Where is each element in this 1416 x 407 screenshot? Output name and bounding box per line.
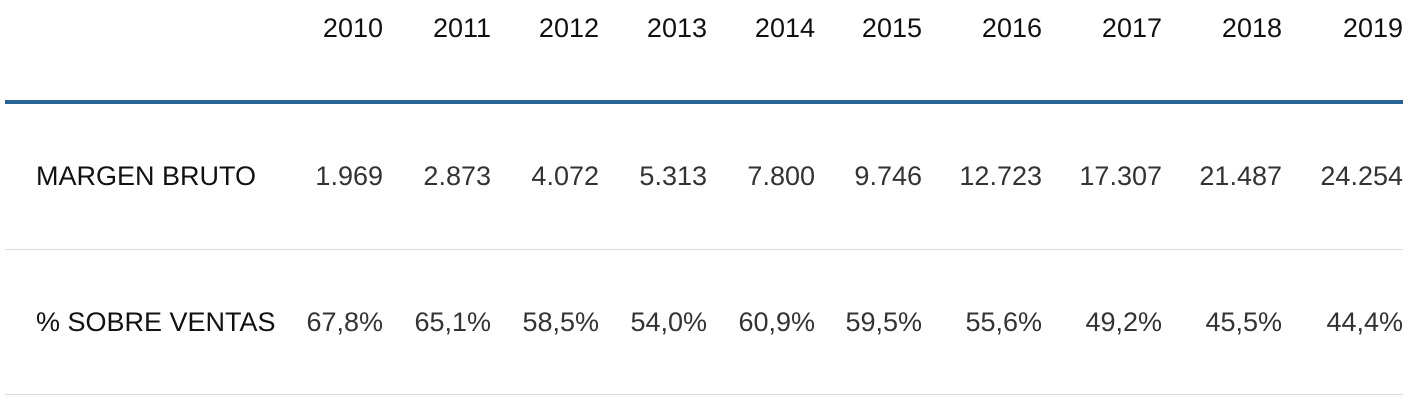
year-header: 2012 [538,12,599,43]
year-header: 2014 [754,12,815,43]
value-cell: 60,9% [738,306,815,337]
value-cell: 4.072 [531,161,599,191]
value-cell: 17.307 [1079,161,1162,191]
year-header: 2011 [432,12,491,43]
value-cell: 9.746 [854,161,922,191]
value-cell: 54,0% [630,306,707,337]
value-cell: 67,8% [306,306,383,337]
value-cell: 45,5% [1205,306,1282,337]
value-cell: 24.254 [1320,161,1403,191]
header-divider [5,100,1403,104]
value-cell: 12.723 [959,161,1042,191]
table-header-row: 2010 2011 2012 2013 2014 2015 2016 2017 2018 2019 [5,0,1403,56]
row-divider [5,394,1403,395]
year-header: 2017 [1101,12,1162,43]
value-cell: 2.873 [423,161,491,191]
row-divider [5,249,1403,250]
row-label: % SOBRE VENTAS [36,306,276,337]
table-row: MARGEN BRUTO 1.969 2.873 4.072 5.313 7.800 9.… [5,104,1403,249]
year-header: 2013 [646,12,707,43]
year-header: 2010 [322,12,383,43]
value-cell: 5.313 [639,161,707,191]
year-header: 2019 [1342,12,1403,43]
value-cell: 55,6% [965,306,1042,337]
value-cell: 58,5% [522,306,599,337]
value-cell: 65,1% [414,306,491,337]
value-cell: 59,5% [845,306,922,337]
value-cell: 1.969 [315,161,383,191]
row-label: MARGEN BRUTO [36,161,257,191]
year-header: 2018 [1221,12,1282,43]
year-header: 2015 [861,12,922,43]
value-cell: 7.800 [747,161,815,191]
value-cell: 21.487 [1199,161,1282,191]
year-header: 2016 [981,12,1042,43]
value-cell: 49,2% [1085,306,1162,337]
value-cell: 44,4% [1326,306,1403,337]
table-row: % SOBRE VENTAS 67,8% 65,1% 58,5% 54,0% 60,9%… [5,250,1403,394]
